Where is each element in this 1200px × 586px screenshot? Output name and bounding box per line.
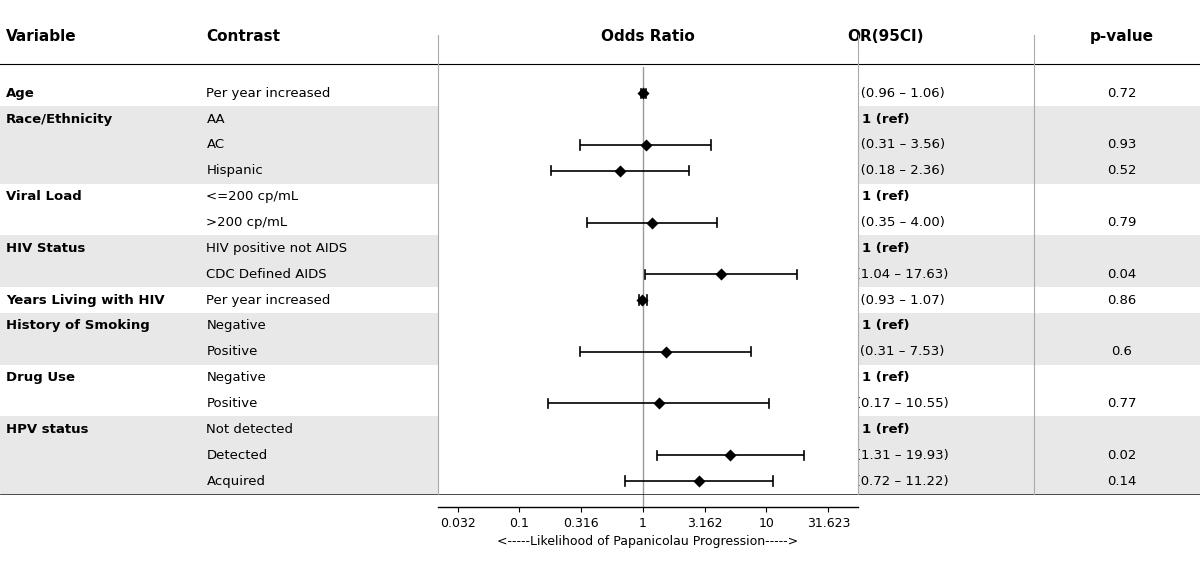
- Bar: [0, 261, 1200, 287]
- Text: Detected: Detected: [206, 449, 268, 462]
- Text: Age: Age: [6, 87, 35, 100]
- Text: Negative: Negative: [206, 371, 266, 384]
- Text: HIV positive not AIDS: HIV positive not AIDS: [206, 242, 348, 255]
- Text: Not detected: Not detected: [206, 423, 293, 436]
- Bar: [0, 80, 1200, 106]
- Bar: [0, 390, 1200, 417]
- Bar: [0, 132, 1200, 158]
- Bar: [0, 339, 1200, 364]
- Bar: [0, 468, 1200, 494]
- Text: AA: AA: [206, 113, 226, 125]
- Bar: [0, 313, 1200, 339]
- Text: p-value: p-value: [1090, 29, 1154, 44]
- Text: 0.93: 0.93: [1108, 138, 1136, 151]
- Text: Contrast: Contrast: [206, 29, 281, 44]
- Bar: [0, 184, 1200, 210]
- Text: Odds Ratio: Odds Ratio: [601, 29, 695, 44]
- Text: Per year increased: Per year increased: [206, 294, 331, 306]
- Bar: [0, 287, 1200, 313]
- Text: HPV status: HPV status: [6, 423, 89, 436]
- Point: [636, 140, 655, 149]
- Text: Per year increased: Per year increased: [206, 87, 331, 100]
- Text: 1.18 (0.35 – 4.00): 1.18 (0.35 – 4.00): [827, 216, 944, 229]
- Text: Positive: Positive: [206, 345, 258, 358]
- Text: OR(95CI): OR(95CI): [847, 29, 924, 44]
- Text: Variable: Variable: [6, 29, 77, 44]
- Point: [610, 166, 629, 175]
- Text: >200 cp/mL: >200 cp/mL: [206, 216, 288, 229]
- Text: AC: AC: [206, 138, 224, 151]
- Text: Hispanic: Hispanic: [206, 164, 263, 178]
- Text: 1 (ref): 1 (ref): [862, 190, 910, 203]
- Text: 1 (ref): 1 (ref): [862, 242, 910, 255]
- Bar: [0, 106, 1200, 132]
- Point: [634, 88, 653, 98]
- Point: [632, 295, 652, 305]
- Bar: [0, 236, 1200, 261]
- Text: Years Living with HIV: Years Living with HIV: [6, 294, 164, 306]
- Bar: [0, 417, 1200, 442]
- Text: Acquired: Acquired: [206, 475, 265, 488]
- Text: 0.52: 0.52: [1108, 164, 1136, 178]
- Bar: [0, 442, 1200, 468]
- Text: 0.86: 0.86: [1108, 294, 1136, 306]
- Text: 5.11 (1.31 – 19.93): 5.11 (1.31 – 19.93): [822, 449, 949, 462]
- Text: 2.84 (0.72 – 11.22): 2.84 (0.72 – 11.22): [822, 475, 949, 488]
- Text: 0.77: 0.77: [1108, 397, 1136, 410]
- Text: HIV Status: HIV Status: [6, 242, 85, 255]
- Text: Drug Use: Drug Use: [6, 371, 74, 384]
- Text: 1.53 (0.31 – 7.53): 1.53 (0.31 – 7.53): [827, 345, 944, 358]
- X-axis label: <-----Likelihood of Papanicolau Progression----->: <-----Likelihood of Papanicolau Progress…: [498, 535, 798, 548]
- Text: 4.28 (1.04 – 17.63): 4.28 (1.04 – 17.63): [822, 268, 949, 281]
- Point: [642, 218, 661, 227]
- Text: <=200 cp/mL: <=200 cp/mL: [206, 190, 299, 203]
- Text: 0.99 (0.93 – 1.07): 0.99 (0.93 – 1.07): [827, 294, 944, 306]
- Text: 1 (ref): 1 (ref): [862, 113, 910, 125]
- Text: History of Smoking: History of Smoking: [6, 319, 150, 332]
- Text: 0.02: 0.02: [1108, 449, 1136, 462]
- Text: 1.01 (0.96 – 1.06): 1.01 (0.96 – 1.06): [827, 87, 944, 100]
- Text: 1.05 (0.31 – 3.56): 1.05 (0.31 – 3.56): [827, 138, 944, 151]
- Text: 0.04: 0.04: [1108, 268, 1136, 281]
- Point: [712, 270, 731, 279]
- Bar: [0, 158, 1200, 184]
- Point: [689, 476, 708, 486]
- Point: [656, 347, 676, 356]
- Text: 0.14: 0.14: [1108, 475, 1136, 488]
- Text: CDC Defined AIDS: CDC Defined AIDS: [206, 268, 328, 281]
- Text: 1.35 (0.17 – 10.55): 1.35 (0.17 – 10.55): [822, 397, 949, 410]
- Text: 1 (ref): 1 (ref): [862, 319, 910, 332]
- Text: 0.6: 0.6: [1111, 345, 1133, 358]
- Bar: [0, 210, 1200, 236]
- Text: Viral Load: Viral Load: [6, 190, 82, 203]
- Text: 0.79: 0.79: [1108, 216, 1136, 229]
- Text: Race/Ethnicity: Race/Ethnicity: [6, 113, 113, 125]
- Bar: [0, 364, 1200, 390]
- Text: Negative: Negative: [206, 319, 266, 332]
- Text: 0.65 (0.18 – 2.36): 0.65 (0.18 – 2.36): [827, 164, 944, 178]
- Text: 1 (ref): 1 (ref): [862, 423, 910, 436]
- Text: 0.72: 0.72: [1108, 87, 1136, 100]
- Point: [721, 451, 740, 460]
- Text: 1 (ref): 1 (ref): [862, 371, 910, 384]
- Point: [649, 399, 668, 408]
- Text: Positive: Positive: [206, 397, 258, 410]
